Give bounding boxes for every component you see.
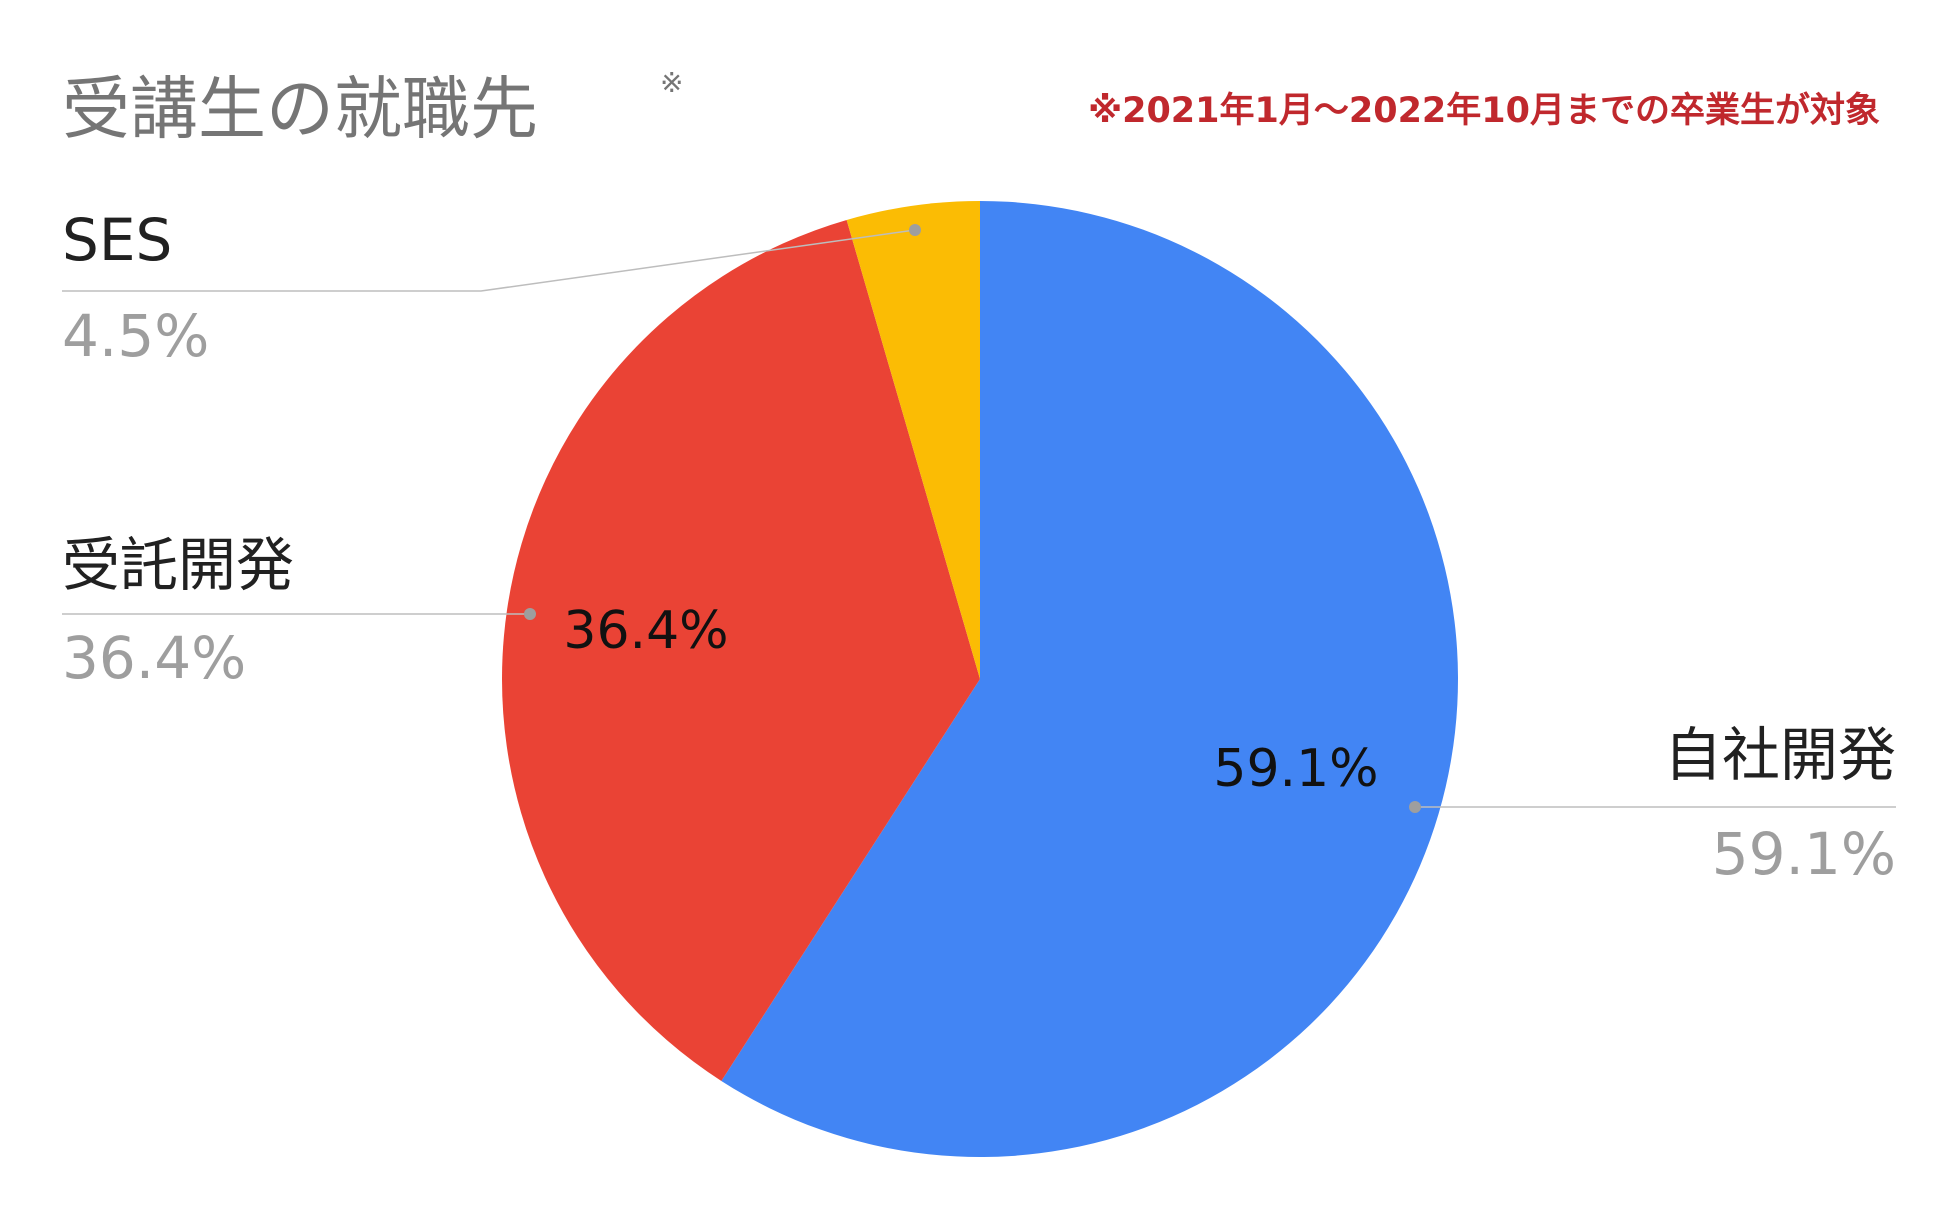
leader-line: [62, 229, 916, 292]
pie-slice: [846, 201, 980, 679]
legend-label: SES: [62, 206, 172, 274]
pie: [501, 201, 1458, 1157]
outside-value-label: 36.4%: [62, 624, 246, 692]
leader-dot: [1409, 801, 1421, 813]
leader-dot: [524, 608, 536, 620]
outside-value-label: 59.1%: [1712, 820, 1896, 888]
slice-value-label: 59.1%: [1213, 739, 1378, 799]
outside-value-label: 4.5%: [62, 302, 209, 370]
legend-label: 自社開発: [1664, 721, 1896, 789]
labels: 自社開発 59.1% 59.1% 受託開発 36.4% 36.4% SES 4.5%: [62, 206, 1896, 888]
leader-dot: [909, 224, 921, 236]
pie-slice: [721, 201, 1458, 1157]
title-mark: ※: [660, 66, 683, 99]
legend-label: 受託開発: [62, 531, 294, 599]
slice-value-label: 36.4%: [563, 601, 728, 661]
chart-note: ※2021年1月〜2022年10月までの卒業生が対象: [1088, 91, 1880, 131]
pie-slice: [501, 219, 980, 1081]
chart-title: 受講生の就職先: [62, 71, 538, 150]
